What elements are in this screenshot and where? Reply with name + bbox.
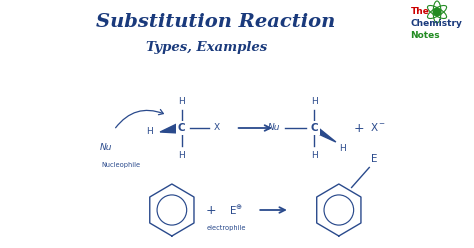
Text: H: H	[146, 127, 153, 136]
Text: Chemistry: Chemistry	[410, 20, 463, 29]
Polygon shape	[160, 123, 179, 133]
Text: H: H	[178, 151, 185, 160]
Text: E: E	[371, 155, 378, 164]
Text: X: X	[214, 124, 220, 132]
Circle shape	[434, 8, 440, 15]
Text: Substitution Reaction: Substitution Reaction	[96, 13, 336, 31]
Text: H: H	[178, 97, 185, 106]
Text: X$^-$: X$^-$	[370, 121, 386, 133]
Text: C: C	[310, 123, 318, 133]
Text: Nucleophile: Nucleophile	[101, 162, 140, 168]
Text: E$^{\oplus}$: E$^{\oplus}$	[228, 203, 243, 217]
Text: electrophile: electrophile	[206, 225, 246, 231]
Text: H: H	[311, 151, 318, 160]
Text: Nu: Nu	[100, 144, 112, 153]
Polygon shape	[312, 123, 336, 142]
Text: H: H	[311, 97, 318, 106]
Text: +: +	[353, 122, 364, 134]
Text: The: The	[410, 7, 429, 17]
FancyArrowPatch shape	[116, 110, 164, 128]
Text: +: +	[206, 204, 217, 217]
Text: Types, Examples: Types, Examples	[146, 41, 267, 55]
Text: C: C	[178, 123, 185, 133]
Text: Nu: Nu	[267, 124, 280, 132]
Text: Notes: Notes	[410, 31, 440, 39]
Text: H: H	[339, 144, 346, 153]
